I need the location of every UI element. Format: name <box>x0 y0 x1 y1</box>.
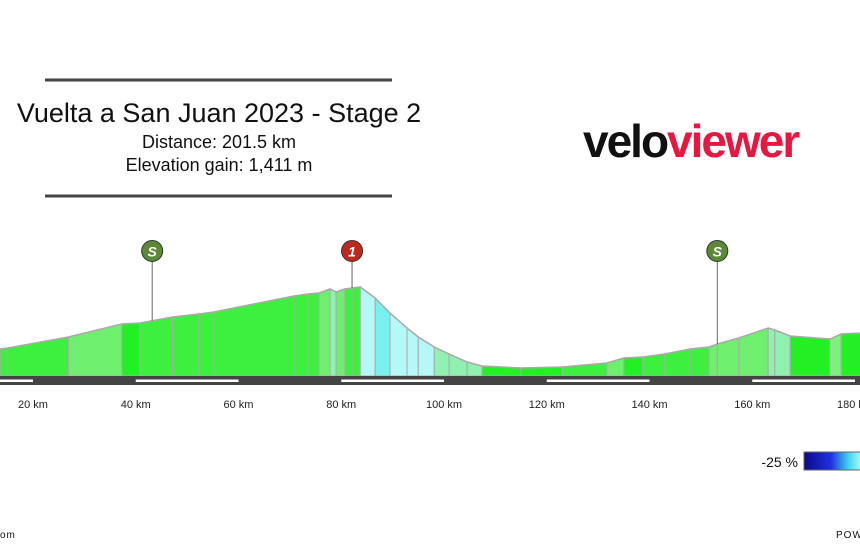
marker-label: S <box>148 244 158 260</box>
profile-segment <box>335 288 346 377</box>
marker-label: 1 <box>348 244 356 260</box>
road-dash <box>0 379 33 382</box>
logo-velo: velo <box>583 115 668 167</box>
sprint-marker[interactable]: S <box>141 240 164 321</box>
markers: S 1 S <box>141 240 729 345</box>
x-tick-label: 120 km <box>529 399 565 411</box>
x-tick-label: 60 km <box>224 399 254 411</box>
x-tick-label: 140 km <box>631 399 667 411</box>
chart-title: Vuelta a San Juan 2023 - Stage 2 <box>17 98 421 128</box>
profile-segment <box>0 347 9 377</box>
x-tick-label: 180 km <box>837 399 860 411</box>
road-dash <box>135 379 239 382</box>
profile-segment <box>359 286 376 377</box>
x-tick-label: 160 km <box>734 399 770 411</box>
profile-segment <box>344 287 353 377</box>
x-axis: 20 km 40 km 60 km 80 km 100 km 120 km 140 km 16… <box>18 399 860 411</box>
kom-icon <box>341 240 364 262</box>
profile-segment <box>139 316 174 377</box>
x-tick-label: 80 km <box>326 399 356 411</box>
x-tick-label: 100 km <box>426 399 462 411</box>
profile-segment <box>829 333 842 377</box>
elevation-gain-label: Elevation gain: 1,411 m <box>126 155 313 175</box>
road-dash <box>341 379 444 382</box>
profile-segment <box>774 329 791 377</box>
logo-viewer: viewer <box>667 115 800 167</box>
road-dash <box>546 379 650 382</box>
profile-segment <box>318 288 331 377</box>
profile-segment <box>708 343 718 377</box>
profile-segment <box>198 311 215 377</box>
profile-outline <box>0 286 860 369</box>
profile-segment <box>738 327 769 377</box>
kom-marker[interactable]: 1 <box>341 240 364 289</box>
profile-segment <box>789 335 831 377</box>
profile-segment <box>389 311 408 377</box>
profile-segment <box>433 346 450 377</box>
elevation-profile <box>0 286 860 377</box>
profile-segment <box>213 295 295 377</box>
distance-label: Distance: 201.5 km <box>142 132 296 152</box>
profile-segment <box>293 293 309 377</box>
profile-segment <box>767 327 776 377</box>
road-dash <box>752 379 855 382</box>
profile-segment <box>67 323 123 377</box>
sprint-marker[interactable]: S <box>706 240 729 345</box>
profile-segment <box>172 313 200 377</box>
profile-segment <box>329 288 337 377</box>
veloviewer-logo: veloviewer <box>583 115 800 167</box>
x-tick-label: 40 km <box>121 399 151 411</box>
footer-left-text: om <box>0 530 16 541</box>
legend-min-label: -25 % <box>761 454 798 470</box>
sprint-icon <box>706 240 729 262</box>
profile-segment <box>307 292 320 377</box>
profile-segment <box>623 356 644 377</box>
marker-label: S <box>713 244 723 260</box>
profile-segment <box>689 346 710 377</box>
sprint-icon <box>141 240 164 262</box>
road-bar <box>0 376 860 385</box>
profile-segment <box>351 286 361 377</box>
gradient-legend-bar <box>803 451 860 471</box>
profile-segment <box>121 322 141 377</box>
x-tick-label: 20 km <box>18 399 48 411</box>
footer-powered-text: POW <box>836 530 860 541</box>
profile-segment <box>840 332 860 377</box>
